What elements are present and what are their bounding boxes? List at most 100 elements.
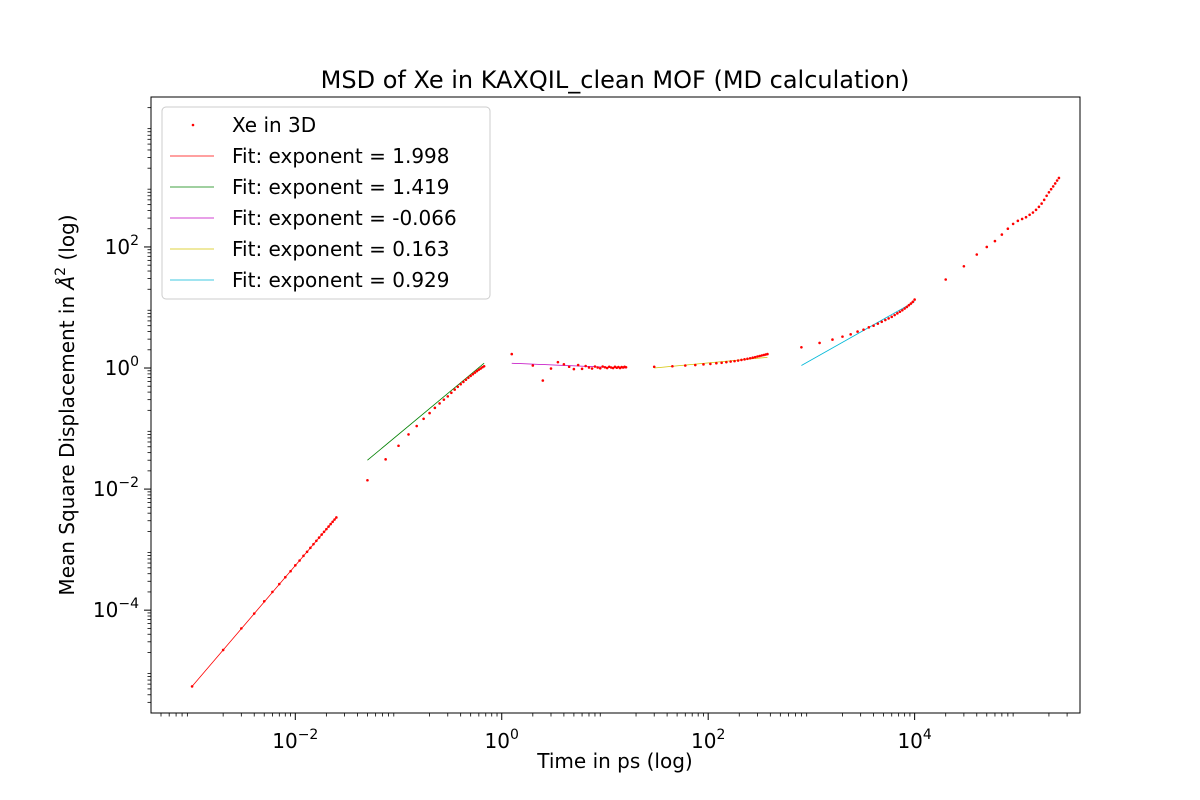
data-point [862,328,865,331]
data-point [856,330,859,333]
data-point [572,367,576,371]
data-point [453,388,456,391]
data-point [1000,233,1004,236]
data-point [751,356,755,360]
data-point [913,298,916,301]
data-point [753,355,757,359]
data-point [760,354,764,357]
data-point [464,378,468,382]
data-point [438,402,441,405]
data-point [748,356,752,360]
data-point [887,317,890,320]
data-point [262,600,266,603]
fit-line-2 [367,362,485,461]
data-point [305,550,309,554]
x-tick-label: 102 [691,727,725,753]
data-point [1011,222,1015,226]
data-point [446,395,450,398]
legend-label-fit-4: Fit: exponent = 0.163 [232,237,450,261]
data-point [315,539,318,543]
data-point [601,365,604,368]
data-point [702,363,705,366]
data-point [715,361,718,365]
data-point [397,444,400,448]
x-axis-ticks: 10−2 100 102 104 [160,713,1068,753]
legend-box [161,106,491,300]
data-point [766,352,769,356]
data-point [909,302,913,305]
y-axis-label-suffix: (log) [55,214,79,266]
data-point [1006,227,1010,231]
data-point [325,527,328,531]
data-point [221,648,225,652]
data-point [652,365,656,369]
data-point [611,366,615,370]
legend-label-fit-2: Fit: exponent = 1.419 [232,175,450,199]
data-point [567,365,571,369]
data-point [384,458,387,461]
data-point [1034,208,1038,212]
data-point [985,245,989,249]
data-point [576,363,580,367]
data-point [1045,194,1048,198]
data-point [962,264,966,268]
legend-marker-scatter [191,123,195,127]
data-point [849,333,852,336]
x-tick-label: 104 [897,727,931,753]
data-point [298,559,301,562]
data-point [893,313,896,317]
data-point [693,363,697,367]
data-point [1057,176,1061,180]
data-point [510,352,514,356]
data-point [1040,202,1043,205]
data-point [884,318,887,322]
data-point [587,366,591,369]
data-point [596,366,599,369]
data-point [818,341,821,345]
data-point [462,380,465,384]
data-point [876,322,880,325]
data-point [607,365,611,369]
data-point [1028,213,1031,217]
data-point [896,312,899,315]
data-point [329,522,332,526]
data-point [531,364,535,367]
data-point [740,358,743,362]
data-point [271,590,274,594]
data-point [309,546,312,550]
data-point [756,355,759,358]
data-point [1047,190,1051,194]
data-point [415,424,419,428]
data-point [729,360,732,363]
data-point [975,253,979,256]
x-tick-label: 10−2 [272,727,318,753]
legend: Xe in 3D Fit: exponent = 1.998 Fit: expone… [161,106,491,300]
data-point [240,627,243,630]
data-point [624,365,628,369]
data-point [725,360,728,364]
data-point [294,564,297,567]
data-point [1020,217,1024,221]
data-point [469,374,472,378]
data-point [1037,205,1041,209]
x-tick-label: 100 [485,727,519,753]
data-point [898,310,902,314]
legend-label-fit-3: Fit: exponent = -0.066 [232,206,457,230]
data-point [993,239,997,243]
data-point [331,520,334,524]
data-point [584,364,587,368]
legend-label-scatter: Xe in 3D [232,113,316,137]
data-point [317,536,321,539]
data-point [1049,187,1053,191]
data-point [841,335,844,338]
chart-title: MSD of Xe in KAXQIL_clean MOF (MD calcul… [321,66,910,94]
data-point [598,366,602,370]
data-point [903,307,906,310]
data-point [1024,215,1028,219]
y-axis-label: Mean Square Displacement in Å2 (log) [53,214,79,595]
y-tick-label: 10−4 [93,596,139,622]
data-point [422,417,425,421]
data-point [289,569,292,573]
x-axis-label: Time in ps (log) [536,749,692,773]
y-axis-label-prefix: Mean Square Displacement in [55,290,79,596]
